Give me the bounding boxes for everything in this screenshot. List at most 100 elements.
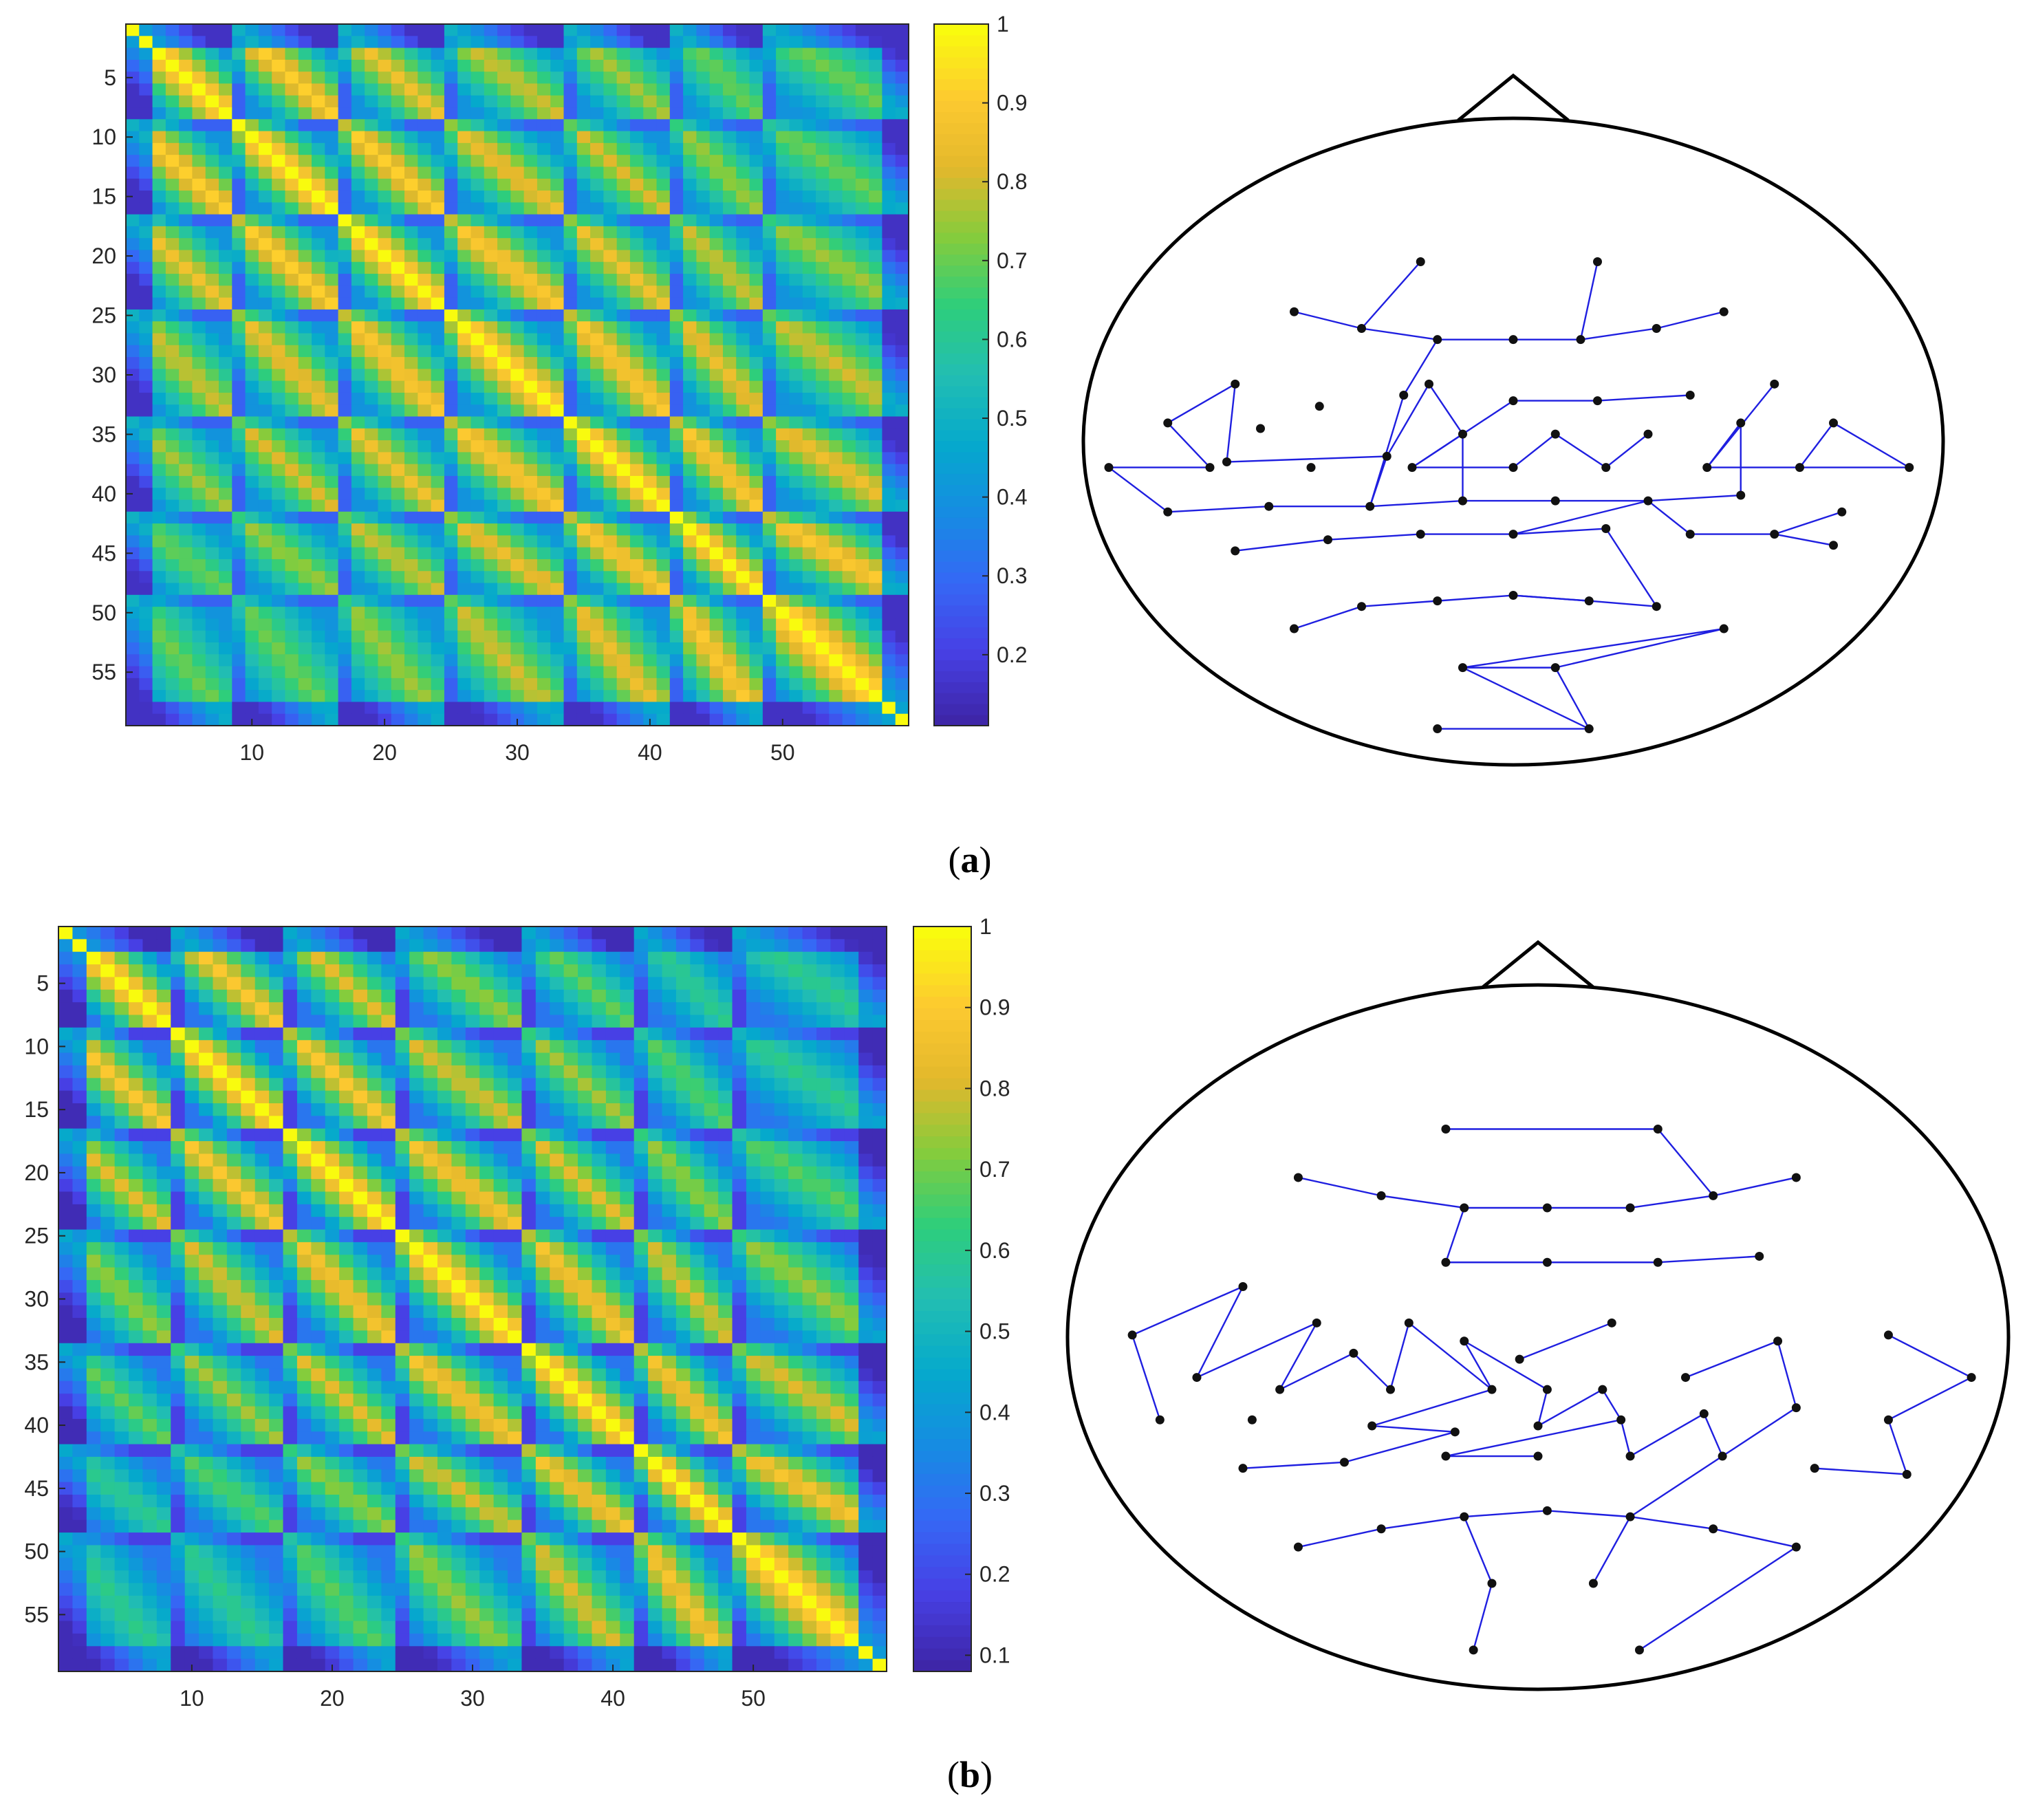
- heat-cell-35-43: [683, 428, 697, 441]
- heat-cell-21-23: [367, 1179, 382, 1193]
- heat-cell-9-25: [444, 119, 458, 132]
- heat-cell-6-32: [493, 989, 508, 1003]
- heat-cell-46-52: [802, 559, 816, 572]
- heat-cell-7-13: [226, 1002, 241, 1016]
- heat-cell-20-57: [844, 1166, 859, 1180]
- heat-cell-39-30: [510, 475, 525, 488]
- heat-cell-5-8: [156, 977, 171, 990]
- heat-cell-40-39: [629, 488, 644, 501]
- heat-cell-51-49: [762, 618, 777, 631]
- heat-cell-34-48: [749, 416, 764, 429]
- heat-cell-4-20: [378, 59, 392, 72]
- heat-cell-4-53: [815, 59, 830, 72]
- heat-cell-56-52: [802, 678, 816, 691]
- heat-cell-20-31: [479, 1166, 495, 1180]
- heat-cell-4-51: [760, 964, 775, 978]
- heat-cell-23-4: [165, 285, 180, 299]
- heat-cell-13-33: [550, 166, 565, 180]
- heat-cell-20-54: [802, 1166, 817, 1180]
- heat-cell-1-12: [272, 24, 286, 36]
- heat-cell-19-37: [603, 238, 618, 251]
- heat-cell-36-39: [629, 440, 644, 453]
- heat-cell-53-17: [338, 642, 352, 655]
- electrode-node-8: [1652, 324, 1661, 333]
- heat-cell-5-45: [709, 72, 724, 85]
- heat-cell-6-53: [788, 989, 803, 1003]
- heat-cell-37-17: [338, 452, 352, 465]
- heat-cell-14-59: [895, 178, 909, 191]
- heat-cell-43-32: [537, 523, 551, 536]
- heat-cell-2-6: [192, 36, 206, 49]
- heat-cell-19-47: [704, 1153, 719, 1167]
- heat-cell-59-41: [656, 713, 671, 726]
- heat-cell-24-9: [232, 297, 246, 310]
- electrode-node-10: [1231, 379, 1240, 389]
- heat-cell-45-40: [643, 547, 658, 560]
- colorbar-band-29: [934, 407, 988, 420]
- heat-cell-32-38: [616, 392, 631, 405]
- colorbar-label-0.2: 0.2: [997, 642, 1027, 667]
- heat-cell-38-33: [550, 464, 565, 477]
- heat-cell-47-50: [776, 571, 790, 584]
- heat-cell-29-27: [470, 357, 485, 369]
- heat-cell-1-30: [465, 927, 480, 940]
- heat-cell-49-43: [683, 594, 697, 607]
- heat-cell-10-49: [732, 1040, 747, 1054]
- heat-cell-17-10: [245, 214, 259, 227]
- heat-cell-51-40: [643, 618, 658, 631]
- heat-cell-58-35: [576, 702, 591, 715]
- heat-cell-29-36: [590, 357, 604, 369]
- heat-cell-47-38: [616, 571, 631, 584]
- heat-cell-46-2: [139, 559, 153, 572]
- heat-cell-22-26: [409, 1191, 424, 1205]
- heat-cell-26-13: [285, 321, 299, 334]
- heat-cell-29-57: [869, 357, 883, 369]
- heat-cell-13-56: [855, 166, 869, 180]
- heat-cell-23-53: [815, 285, 830, 299]
- heat-cell-17-14: [241, 1128, 256, 1142]
- heat-cell-57-16: [325, 690, 339, 703]
- heat-cell-8-52: [802, 107, 816, 120]
- heat-cell-57-6: [192, 690, 206, 703]
- heat-cell-55-13: [285, 666, 299, 679]
- heat-cell-15-58: [858, 1103, 874, 1116]
- heat-cell-8-12: [272, 107, 286, 120]
- heat-cell-35-25: [444, 428, 458, 441]
- heat-cell-28-17: [338, 345, 352, 358]
- heat-cell-11-20: [325, 1052, 340, 1066]
- heat-cell-15-30: [465, 1103, 480, 1116]
- heat-cell-20-22: [404, 250, 418, 263]
- heat-cell-18-43: [683, 226, 697, 239]
- heat-cell-16-54: [802, 1116, 817, 1129]
- heat-cell-17-41: [656, 214, 671, 227]
- heat-cell-58-24: [431, 702, 445, 715]
- heat-cell-39-18: [351, 475, 365, 488]
- heat-cell-11-21: [339, 1052, 354, 1066]
- heat-cell-16-55: [816, 1116, 831, 1129]
- heat-cell-1-43: [648, 927, 663, 940]
- heat-cell-47-40: [643, 571, 658, 584]
- heat-cell-59-32: [537, 713, 551, 726]
- heat-cell-57-36: [590, 690, 604, 703]
- heat-cell-11-57: [869, 142, 883, 155]
- heat-cell-32-24: [431, 392, 445, 405]
- heat-cell-45-39: [629, 547, 644, 560]
- heat-cell-22-22: [353, 1191, 368, 1205]
- heat-cell-19-37: [563, 1153, 578, 1167]
- heat-cell-53-40: [643, 642, 658, 655]
- heat-cell-19-8: [219, 238, 232, 251]
- heat-cell-30-38: [616, 369, 631, 382]
- heat-cell-57-41: [656, 690, 671, 703]
- heat-cell-10-56: [830, 1040, 845, 1054]
- heat-cell-5-3: [86, 977, 101, 990]
- heat-cell-9-33: [550, 119, 565, 132]
- heat-cell-21-2: [72, 1179, 87, 1193]
- heat-cell-40-24: [431, 488, 445, 501]
- heat-cell-11-4: [100, 1052, 116, 1066]
- heat-cell-13-28: [437, 1078, 452, 1092]
- heat-cell-17-43: [683, 214, 697, 227]
- heat-cell-12-11: [199, 1065, 214, 1079]
- heat-cell-38-54: [829, 464, 843, 477]
- heat-cell-48-11: [258, 583, 272, 596]
- heat-cell-30-59: [895, 369, 909, 382]
